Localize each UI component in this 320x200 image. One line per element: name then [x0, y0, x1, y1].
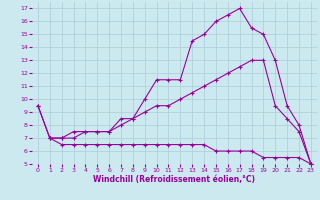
X-axis label: Windchill (Refroidissement éolien,°C): Windchill (Refroidissement éolien,°C) — [93, 175, 255, 184]
